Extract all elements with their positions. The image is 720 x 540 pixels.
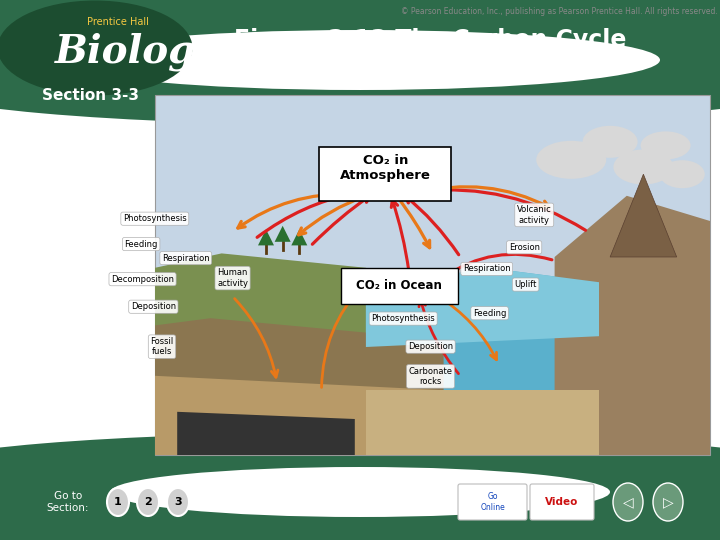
- Ellipse shape: [582, 126, 638, 158]
- Polygon shape: [366, 268, 599, 455]
- Text: Decomposition: Decomposition: [111, 275, 174, 284]
- Ellipse shape: [653, 483, 683, 521]
- Ellipse shape: [0, 45, 720, 125]
- Text: CO₂ in Ocean: CO₂ in Ocean: [356, 279, 442, 292]
- Text: Deposition: Deposition: [408, 342, 453, 351]
- Polygon shape: [366, 268, 599, 347]
- Text: Figure 3-13 The Carbon Cycle: Figure 3-13 The Carbon Cycle: [234, 28, 626, 52]
- Bar: [0, 470, 720, 540]
- Polygon shape: [292, 230, 307, 245]
- Text: Respiration: Respiration: [162, 254, 210, 262]
- FancyBboxPatch shape: [320, 147, 451, 201]
- Text: Biology: Biology: [55, 33, 219, 71]
- Polygon shape: [155, 376, 444, 455]
- Text: 3: 3: [174, 497, 182, 507]
- Ellipse shape: [110, 467, 610, 517]
- Text: Carbonate
rocks: Carbonate rocks: [408, 367, 453, 386]
- Text: Photosynthesis: Photosynthesis: [372, 314, 435, 323]
- Ellipse shape: [107, 488, 129, 516]
- Ellipse shape: [660, 160, 705, 188]
- Bar: [0, 0, 720, 85]
- Text: 2: 2: [144, 497, 152, 507]
- Text: Human
activity: Human activity: [217, 268, 248, 288]
- Ellipse shape: [536, 141, 606, 179]
- Polygon shape: [155, 318, 444, 455]
- Text: Feeding: Feeding: [125, 240, 158, 248]
- Ellipse shape: [137, 488, 159, 516]
- Text: Photosynthesis: Photosynthesis: [123, 214, 186, 223]
- Text: Go
Online: Go Online: [481, 492, 505, 512]
- Text: 1: 1: [114, 497, 122, 507]
- Bar: [155, 95, 710, 455]
- Text: ◁: ◁: [623, 495, 634, 509]
- Ellipse shape: [167, 488, 189, 516]
- Text: Prentice Hall: Prentice Hall: [87, 17, 149, 27]
- FancyBboxPatch shape: [341, 268, 458, 304]
- Polygon shape: [177, 412, 355, 455]
- Text: Go to
Section:: Go to Section:: [47, 491, 89, 513]
- Text: Deposition: Deposition: [131, 302, 176, 311]
- FancyBboxPatch shape: [458, 484, 527, 520]
- Ellipse shape: [613, 483, 643, 521]
- Text: Erosion: Erosion: [508, 243, 540, 252]
- Polygon shape: [155, 253, 444, 455]
- Polygon shape: [274, 226, 291, 242]
- Text: Fossil
fuels: Fossil fuels: [150, 337, 174, 356]
- Ellipse shape: [60, 30, 660, 90]
- Polygon shape: [366, 390, 599, 455]
- Ellipse shape: [641, 131, 690, 159]
- Text: Volcanic
activity: Volcanic activity: [517, 205, 552, 225]
- Text: Feeding: Feeding: [473, 309, 506, 318]
- FancyBboxPatch shape: [530, 484, 594, 520]
- Ellipse shape: [613, 150, 673, 185]
- Text: © Pearson Education, Inc., publishing as Pearson Prentice Hall. All rights reser: © Pearson Education, Inc., publishing as…: [401, 7, 718, 16]
- Text: Uplift: Uplift: [514, 280, 537, 289]
- Text: Video: Video: [545, 497, 579, 507]
- Text: Section 3-3: Section 3-3: [42, 87, 138, 103]
- Polygon shape: [554, 196, 710, 455]
- Ellipse shape: [0, 1, 192, 96]
- Text: CO₂ in
Atmosphere: CO₂ in Atmosphere: [340, 154, 431, 182]
- Ellipse shape: [0, 433, 720, 508]
- Text: ▷: ▷: [662, 495, 673, 509]
- Text: Respiration: Respiration: [463, 265, 510, 273]
- Polygon shape: [610, 174, 677, 257]
- Polygon shape: [258, 230, 274, 245]
